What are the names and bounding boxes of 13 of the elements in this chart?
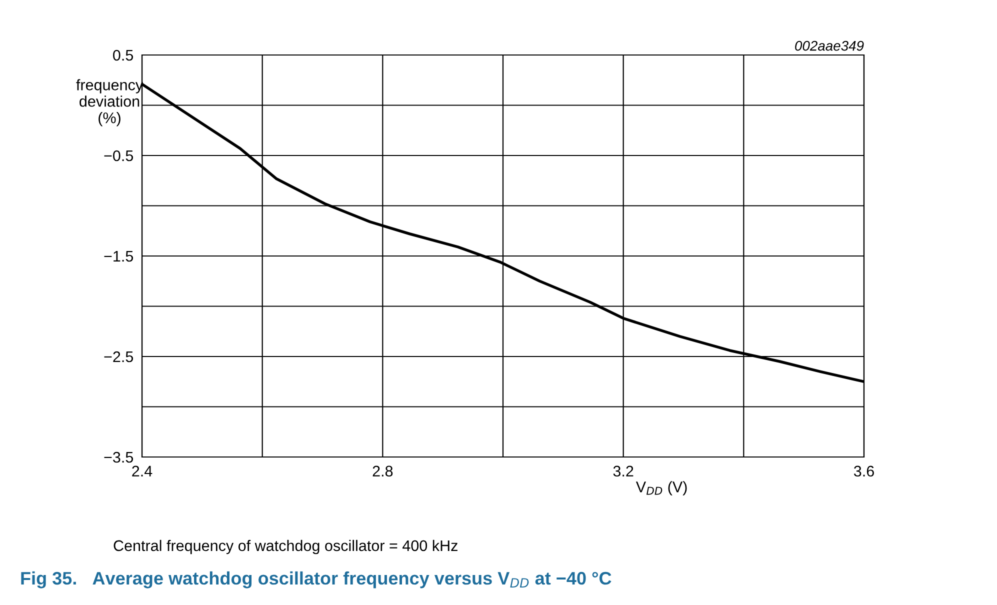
x-axis-title: V$_{DD}$ (V) bbox=[636, 481, 687, 496]
x-tick-label: 2.8 bbox=[372, 466, 393, 477]
y-tick-label: −2.5 bbox=[104, 351, 134, 362]
x-tick-label: 3.6 bbox=[854, 466, 874, 477]
x-tick-label: 2.4 bbox=[132, 466, 152, 476]
text: Central frequency of watchdog oscillator = 400 kHz bbox=[114, 540, 458, 554]
y-tick-label: −3.5 bbox=[104, 452, 134, 463]
y-tick-label: −0.5 bbox=[104, 150, 134, 162]
y-tick-label: 0.5 bbox=[113, 50, 134, 61]
text: 002aae349 bbox=[795, 40, 864, 51]
x-tick-label: 3.2 bbox=[613, 466, 634, 477]
y-tick-label: −1.5 bbox=[104, 251, 134, 262]
text: Fig 35. Average watchdog oscillator frequency versus V$_{DD}$ at −40 °C bbox=[21, 571, 612, 588]
